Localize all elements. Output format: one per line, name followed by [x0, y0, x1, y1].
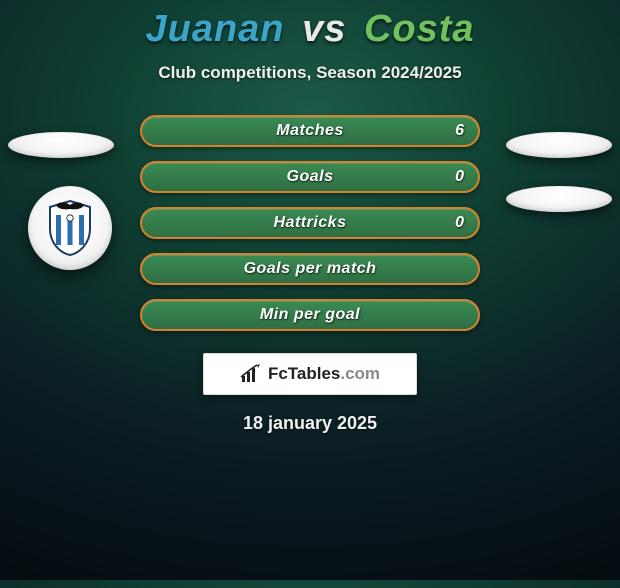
stat-label: Goals	[287, 168, 334, 186]
club-badge-left	[28, 186, 112, 270]
snapshot-date: 18 january 2025	[0, 413, 620, 434]
stat-value-right: 6	[455, 122, 464, 140]
comparison-title: Juanan vs Costa	[0, 8, 620, 51]
player2-slot-oval-2	[506, 186, 612, 212]
stat-value-right: 0	[455, 214, 464, 232]
stat-label: Hattricks	[274, 214, 347, 232]
stat-row-goals-per-match: Goals per match	[140, 253, 480, 285]
branding-text-suffix: .com	[340, 364, 380, 383]
club-crest-icon	[46, 199, 94, 257]
stat-value-right: 0	[455, 168, 464, 186]
player1-slot-oval	[8, 132, 114, 158]
stat-row-matches: Matches 6	[140, 115, 480, 147]
stats-block: Matches 6 Goals 0 Hattricks 0 Goals per …	[140, 115, 480, 331]
branding-text: FcTables.com	[268, 364, 380, 384]
branding-text-bold: FcTables	[268, 364, 340, 383]
branding-box[interactable]: FcTables.com	[203, 353, 417, 395]
stat-row-goals: Goals 0	[140, 161, 480, 193]
stat-row-hattricks: Hattricks 0	[140, 207, 480, 239]
stat-label: Matches	[276, 122, 344, 140]
player2-name: Costa	[364, 8, 475, 50]
player1-name: Juanan	[145, 8, 284, 50]
player2-slot-oval-1	[506, 132, 612, 158]
bar-chart-icon	[240, 364, 262, 384]
stat-label: Goals per match	[244, 260, 377, 278]
season-subtitle: Club competitions, Season 2024/2025	[0, 63, 620, 83]
vs-label: vs	[302, 8, 346, 50]
stat-row-min-per-goal: Min per goal	[140, 299, 480, 331]
stat-label: Min per goal	[260, 306, 360, 324]
